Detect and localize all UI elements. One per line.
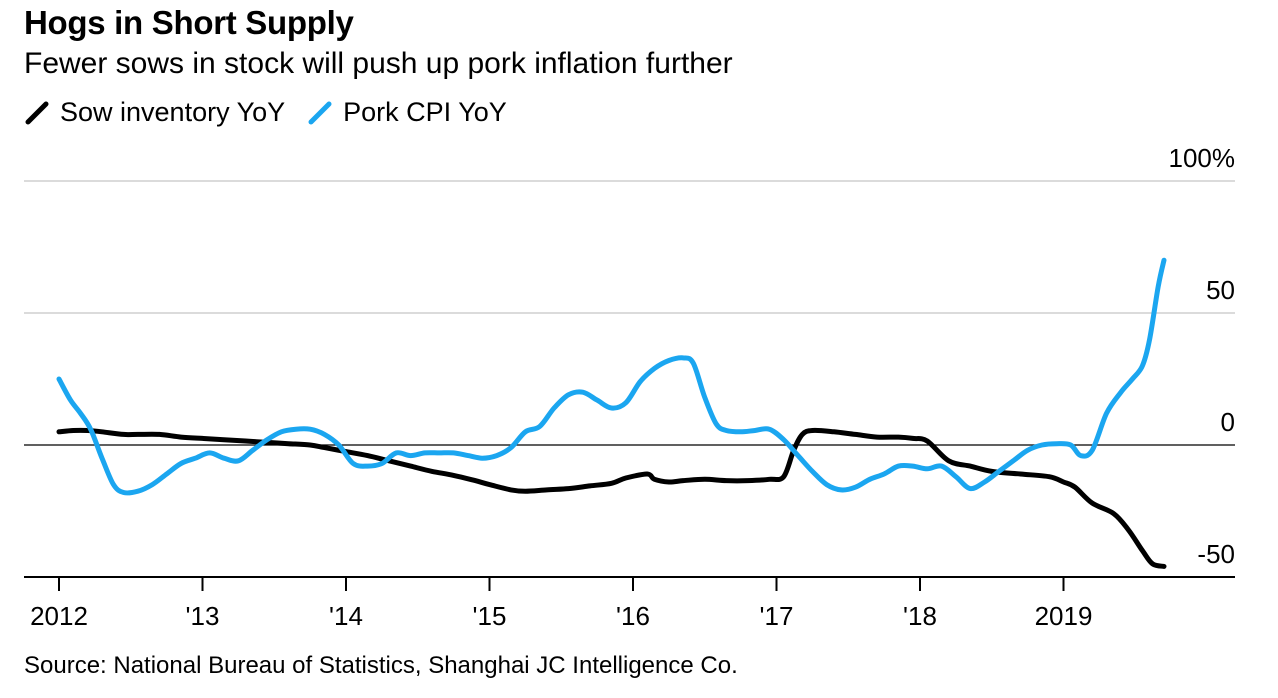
x-tick-label: '16: [616, 601, 650, 631]
x-tick-label: 2019: [1035, 601, 1093, 631]
chart-legend: Sow inventory YoY Pork CPI YoY: [24, 97, 529, 128]
y-tick-label: 50: [1206, 275, 1235, 305]
series-line-sow-inventory: [56, 427, 1167, 569]
x-tick-label: '14: [329, 601, 363, 631]
chart-title: Hogs in Short Supply: [24, 4, 354, 41]
x-tick-label: '13: [186, 601, 220, 631]
legend-label-pork: Pork CPI YoY: [343, 97, 507, 127]
y-tick-label: -50: [1197, 539, 1235, 569]
source-note: Source: National Bureau of Statistics, S…: [24, 652, 738, 679]
chart-subtitle: Fewer sows in stock will push up pork in…: [24, 47, 733, 80]
x-tick-label: '15: [473, 601, 507, 631]
y-tick-label: 100%: [1169, 143, 1236, 173]
legend-swatch-pork: [308, 101, 332, 124]
legend-swatch-sow: [25, 101, 49, 124]
x-tick-label: '18: [903, 601, 937, 631]
y-tick-label: 0: [1221, 407, 1235, 437]
x-tick-label: '17: [760, 601, 794, 631]
legend-item-pork: Pork CPI YoY: [307, 97, 507, 128]
legend-item-sow: Sow inventory YoY: [24, 97, 285, 128]
series-line-pork-cpi: [56, 257, 1167, 496]
legend-label-sow: Sow inventory YoY: [60, 97, 286, 127]
x-tick-label: 2012: [30, 601, 88, 631]
